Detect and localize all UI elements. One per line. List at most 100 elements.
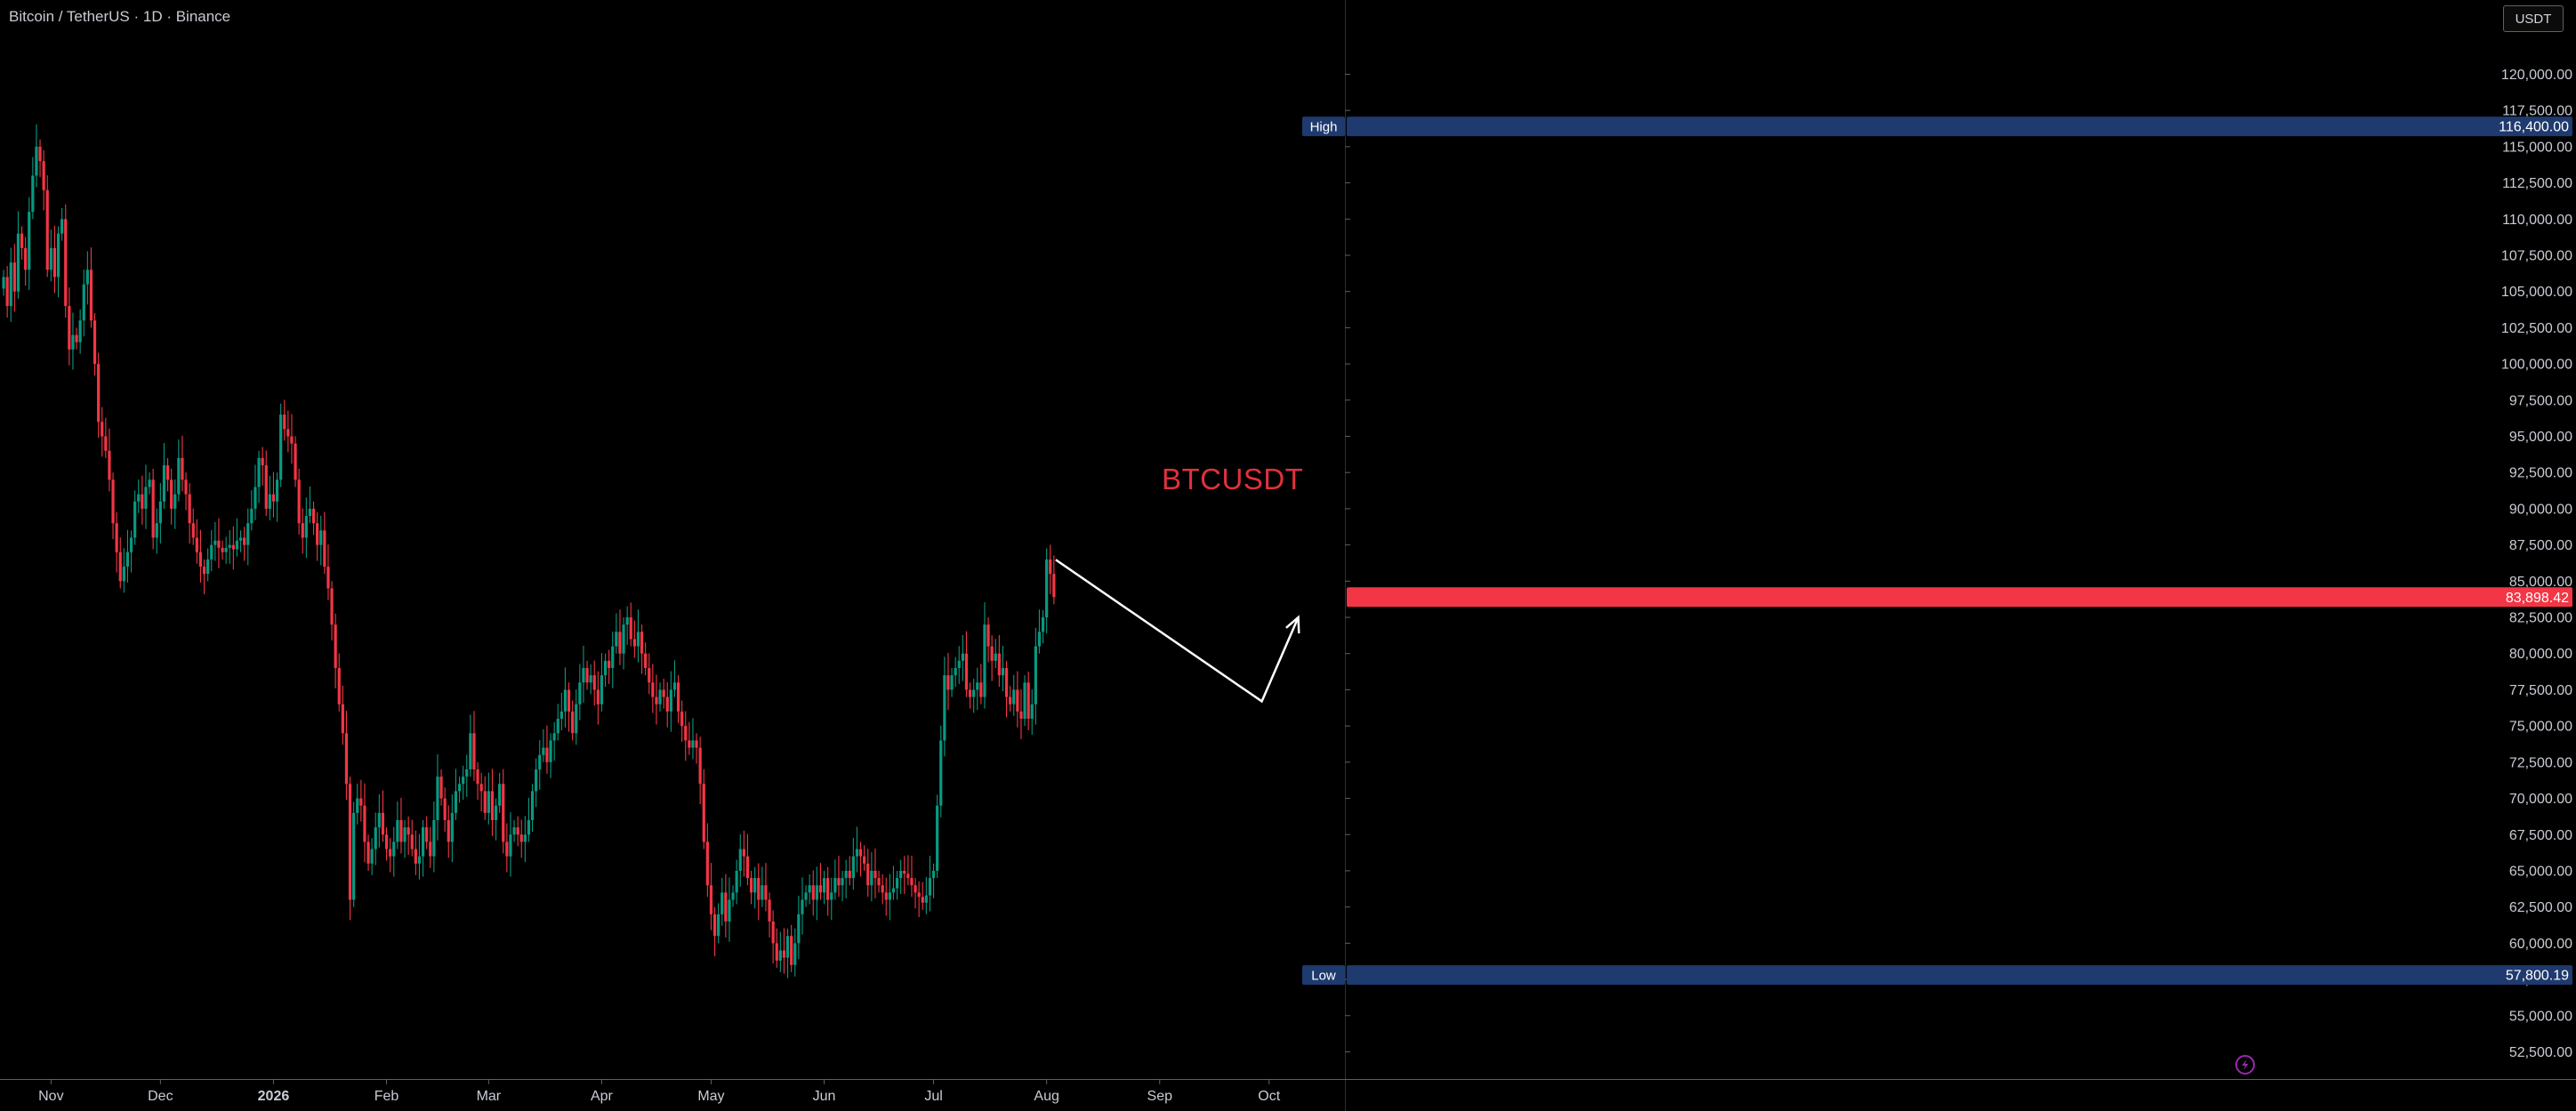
candle-body [698,747,702,785]
candle [712,906,717,957]
y-tick-label: 52,500.00 [2509,1045,2572,1060]
candle [600,653,604,712]
currency-button[interactable]: USDT [2503,5,2564,32]
candle-body [1049,559,1052,575]
candle-body [465,769,469,777]
time-axis[interactable]: Nov Dec 2026 Feb Mar Apr May Jun Jul Aug Sep Oct [38,1079,1281,1105]
candle-body [392,841,396,857]
candle-body [742,849,745,857]
high-tag-label: High [1310,120,1338,135]
y-tick-label: 100,000.00 [2501,358,2572,373]
candle-body [691,740,695,748]
candle [268,475,271,520]
y-tick-label: 95,000.00 [2509,430,2572,445]
candle [559,693,563,731]
candle [771,910,775,964]
candle [946,653,950,711]
candle [1009,686,1012,712]
candle-body [622,624,625,654]
candle-body [173,494,177,509]
candle [571,700,575,741]
candle [432,801,436,873]
candle-body [82,284,85,321]
candle-body [545,747,549,762]
candle [392,826,396,877]
candle [527,797,531,842]
candle-body [304,516,308,538]
candle-body [85,270,89,285]
candle-body [684,726,688,741]
price-axis[interactable]: 52,500.0055,000.0057,500.0060,000.0062,5… [1345,68,2572,1060]
candle-body [104,436,108,451]
candle [665,681,669,728]
candle [498,772,502,813]
candle-body [523,834,527,842]
high-tag-label-box [1302,117,1345,137]
candle [231,526,235,570]
candle [793,928,797,977]
candle [976,667,979,711]
candle [705,823,709,898]
candle [848,856,851,886]
candle [830,877,833,921]
candle [56,226,60,298]
projection-drawing[interactable] [1055,559,1300,704]
candle-body [961,653,964,661]
candle-body [608,660,611,669]
candle-body [559,711,563,720]
candle [563,667,568,728]
candle [366,834,370,871]
candle [254,464,257,520]
candle [582,645,585,704]
candle [512,819,516,842]
candle-body [68,305,71,350]
candle [454,769,458,820]
candle-body [447,819,450,842]
candle [928,856,932,912]
candle-body [768,899,771,922]
candle [443,787,447,832]
candle-body [1019,711,1023,720]
symbol-title[interactable]: Bitcoin / TetherUS · 1D · Binance [9,8,231,25]
candle-body [261,457,264,466]
high-tag: 116,400.00 High [1302,117,2572,137]
candle-body [254,487,257,509]
price-tags: 116,400.00 High 57,800.19 Low 83,898.42 [1302,117,2572,986]
candle [797,895,801,960]
candle-body [198,551,203,568]
candle [535,758,538,808]
candle [363,783,366,863]
candle [589,664,592,695]
y-tick-label: 102,500.00 [2501,321,2572,336]
candle [728,877,731,942]
candle-body [519,834,523,842]
candle-body [899,870,903,879]
candle [720,877,724,926]
projection-path[interactable] [1055,559,1300,704]
candle-body [498,784,502,806]
candle [709,863,713,930]
y-tick-label: 65,000.00 [2509,864,2572,879]
candle-body [20,233,24,248]
candle [49,229,52,282]
x-tick-label: Sep [1147,1089,1173,1104]
candle [246,508,250,566]
candle [552,721,556,761]
y-tick-label: 120,000.00 [2501,68,2572,83]
candle-body [688,740,691,748]
candle [680,700,684,743]
candle-body [472,733,476,769]
candle [35,124,38,188]
lightning-icon[interactable] [2235,1055,2255,1075]
candle [1030,689,1034,735]
candle-body [648,668,651,683]
last-price-tag-box [1347,587,2572,608]
candle-body [177,457,181,495]
candle-body [946,675,950,690]
candle [141,475,144,525]
candle-body [924,895,928,903]
candle-body [294,443,297,480]
candle-body [629,617,632,640]
